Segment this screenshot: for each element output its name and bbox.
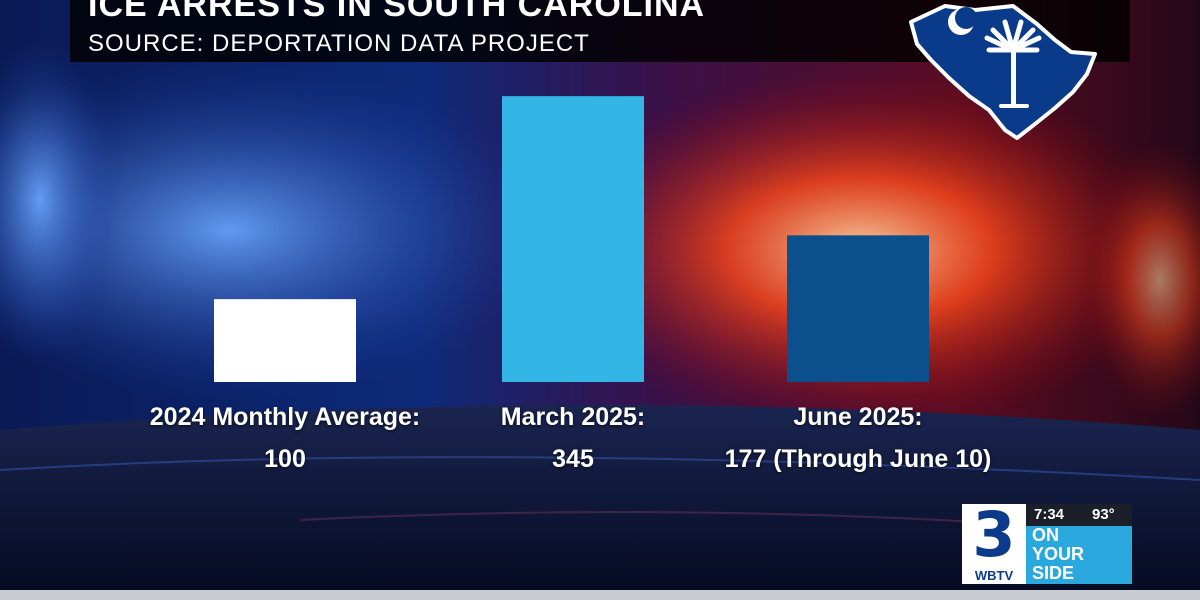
category-label: March 2025: 345 xyxy=(413,396,733,480)
slogan-line: YOUR xyxy=(1032,544,1085,564)
station-logo: 3 WBTV 7:34 93° ON YOUR SIDE xyxy=(962,498,1132,584)
channel-number: 3 xyxy=(972,498,1016,571)
category-label-value: 345 xyxy=(552,445,594,473)
slogan-line: SIDE xyxy=(1032,563,1075,583)
slogan: ON YOUR SIDE xyxy=(1032,526,1130,583)
category-label-line1: March 2025: xyxy=(500,403,646,431)
category-label-value: 177 (Through June 10) xyxy=(724,445,992,473)
channel-logo: 3 WBTV xyxy=(962,498,1026,584)
temperature: 93° xyxy=(1092,506,1115,523)
chart-title: ICE ARRESTS IN SOUTH CAROLINA xyxy=(88,0,706,24)
state-outline xyxy=(909,4,1097,140)
bar xyxy=(502,96,644,383)
time-temp-bar: 7:34 93° xyxy=(1026,504,1132,526)
category-label: June 2025: 177 (Through June 10) xyxy=(698,396,1018,480)
slogan-line: ON xyxy=(1032,525,1059,545)
chart-subtitle: SOURCE: DEPORTATION DATA PROJECT xyxy=(88,30,590,57)
bar xyxy=(787,235,929,382)
category-label-line1: 2024 Monthly Average: xyxy=(149,403,421,431)
category-label-line1: June 2025: xyxy=(793,403,923,431)
call-sign: WBTV xyxy=(974,568,1014,583)
crescent-icon xyxy=(948,7,977,35)
palmetto-icon xyxy=(984,19,1042,108)
category-label-value: 100 xyxy=(264,445,306,473)
clock-time: 7:34 xyxy=(1034,506,1065,523)
bottom-strip xyxy=(0,590,1200,600)
category-label: 2024 Monthly Average: 100 xyxy=(125,396,445,480)
bar xyxy=(214,299,356,382)
south-carolina-map xyxy=(909,4,1097,140)
slogan-panel: 7:34 93° ON YOUR SIDE xyxy=(1026,504,1132,584)
